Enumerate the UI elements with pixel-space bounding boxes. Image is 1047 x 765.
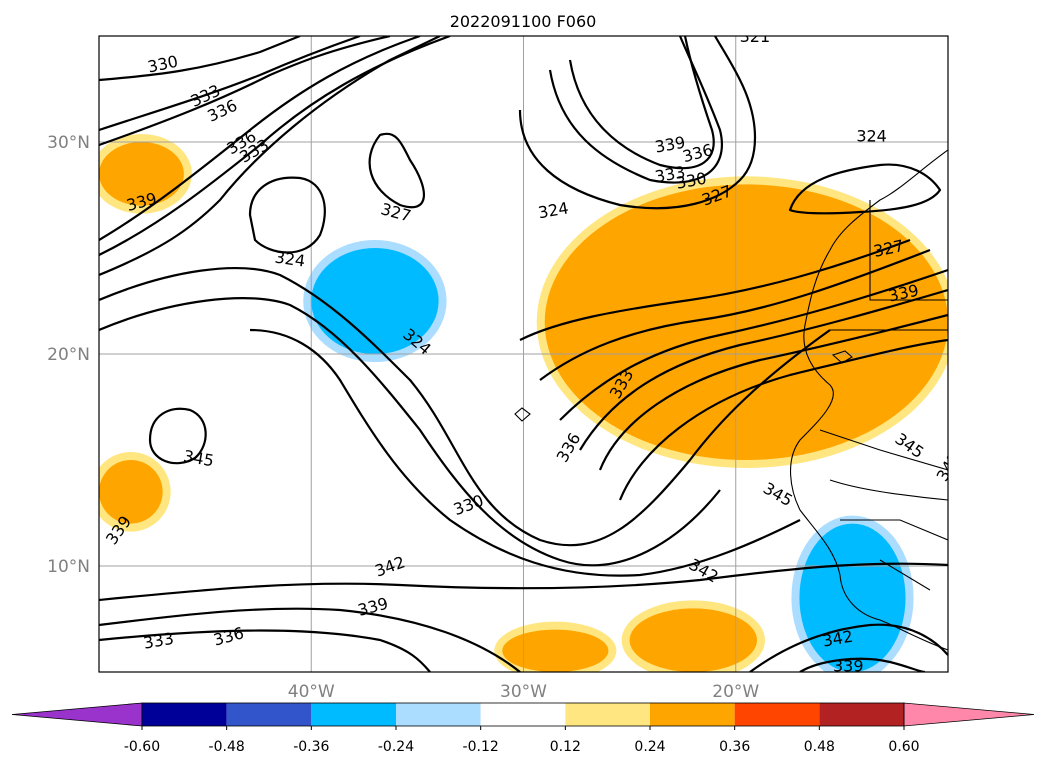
contour-line — [99, 36, 391, 147]
x-tick-label: 30°W — [500, 682, 547, 702]
contour-label-text: 324 — [856, 127, 887, 146]
contour-line — [519, 238, 911, 341]
contour-line — [618, 338, 948, 501]
colorbar-box — [819, 703, 904, 726]
shaded-region — [99, 460, 163, 524]
y-tick-label: 20°N — [47, 345, 90, 365]
contour-line — [148, 407, 207, 465]
contour-line — [99, 36, 441, 277]
shaded-region — [544, 184, 948, 460]
contour-line — [99, 267, 831, 547]
colorbar-tick-label: 0.48 — [804, 739, 835, 755]
contour-line — [548, 36, 723, 184]
colorbar-box — [565, 703, 650, 726]
colorbar-box — [650, 703, 735, 726]
colorbar-box — [480, 703, 566, 726]
colorbar-frame — [141, 702, 905, 727]
border-line — [840, 519, 948, 541]
y-tick-label: 10°N — [47, 557, 90, 577]
contour-line — [579, 288, 948, 451]
contour-line — [539, 248, 931, 381]
colorbar-tick-label: 0.24 — [634, 739, 665, 755]
colorbar-tick-label: -0.36 — [293, 739, 329, 755]
border-line — [819, 429, 948, 471]
colorbar-extend-high — [903, 702, 1035, 727]
colorbar-tick-label: -0.12 — [463, 739, 499, 755]
map-frame — [98, 35, 949, 673]
border-line — [829, 479, 948, 501]
contour-line — [99, 36, 421, 241]
colorbar-extend-low — [11, 702, 143, 727]
colorbar-tick-label: 0.12 — [550, 739, 581, 755]
colorbar-tick-label: 0.36 — [719, 739, 750, 755]
contour-line — [788, 163, 942, 215]
contour-line — [559, 268, 948, 421]
contour-line — [99, 607, 521, 672]
border-line — [869, 200, 948, 301]
contour-line — [249, 328, 801, 577]
colorbar-box — [142, 703, 227, 726]
colorbar-box — [311, 703, 396, 726]
colorbar-tick-label: 0.60 — [888, 739, 919, 755]
coastlines — [514, 149, 948, 651]
y-tick-label: 30°N — [47, 133, 90, 153]
border-line — [879, 559, 931, 591]
colorbar-tick-label: -0.48 — [209, 739, 245, 755]
coastline — [789, 149, 948, 651]
shaded-region — [799, 523, 906, 672]
x-tick-label: 40°W — [288, 682, 335, 702]
contour-label: 339 — [833, 657, 864, 676]
contour-line — [749, 623, 948, 672]
colorbar-tick-label: -0.60 — [124, 739, 160, 755]
x-tick-label: 20°W — [712, 682, 759, 702]
chart-title: 2022091100 F060 — [450, 12, 597, 31]
contour-line — [568, 36, 715, 170]
theta-e-contours — [99, 36, 948, 672]
contour-label: 321 — [740, 27, 771, 46]
shaded-region — [99, 142, 184, 206]
contour-label-text: 321 — [740, 27, 771, 46]
shaded-region — [502, 629, 609, 672]
contour-line — [248, 176, 326, 254]
island — [831, 350, 853, 364]
colorbar-box — [226, 703, 312, 726]
contour-label: 324 — [274, 248, 307, 271]
contour-line — [368, 132, 425, 209]
shaded-region — [629, 608, 757, 672]
shaded-region — [311, 248, 439, 354]
contour-line — [99, 562, 948, 602]
colorbar-box — [734, 703, 820, 726]
contour-line — [518, 36, 756, 210]
contour-line — [99, 629, 431, 672]
contour-label-text: 324 — [274, 248, 307, 271]
colorbar-tick-label: -0.24 — [378, 739, 414, 755]
contour-line — [799, 657, 926, 672]
island — [514, 407, 531, 422]
contour-line — [99, 297, 721, 567]
colorbar-box — [396, 703, 481, 726]
contour-label-text: 339 — [833, 657, 864, 676]
axis-labels: 40°W 30°W 20°W 30°N 20°N 10°N — [47, 133, 759, 702]
contour-line — [99, 36, 361, 132]
contour-label: 324 — [856, 127, 887, 146]
contour-line — [99, 36, 301, 82]
colorbar: -0.60 -0.48 -0.36 -0.24 -0.12 0.12 0.24 0.36 0.4… — [11, 702, 1035, 755]
